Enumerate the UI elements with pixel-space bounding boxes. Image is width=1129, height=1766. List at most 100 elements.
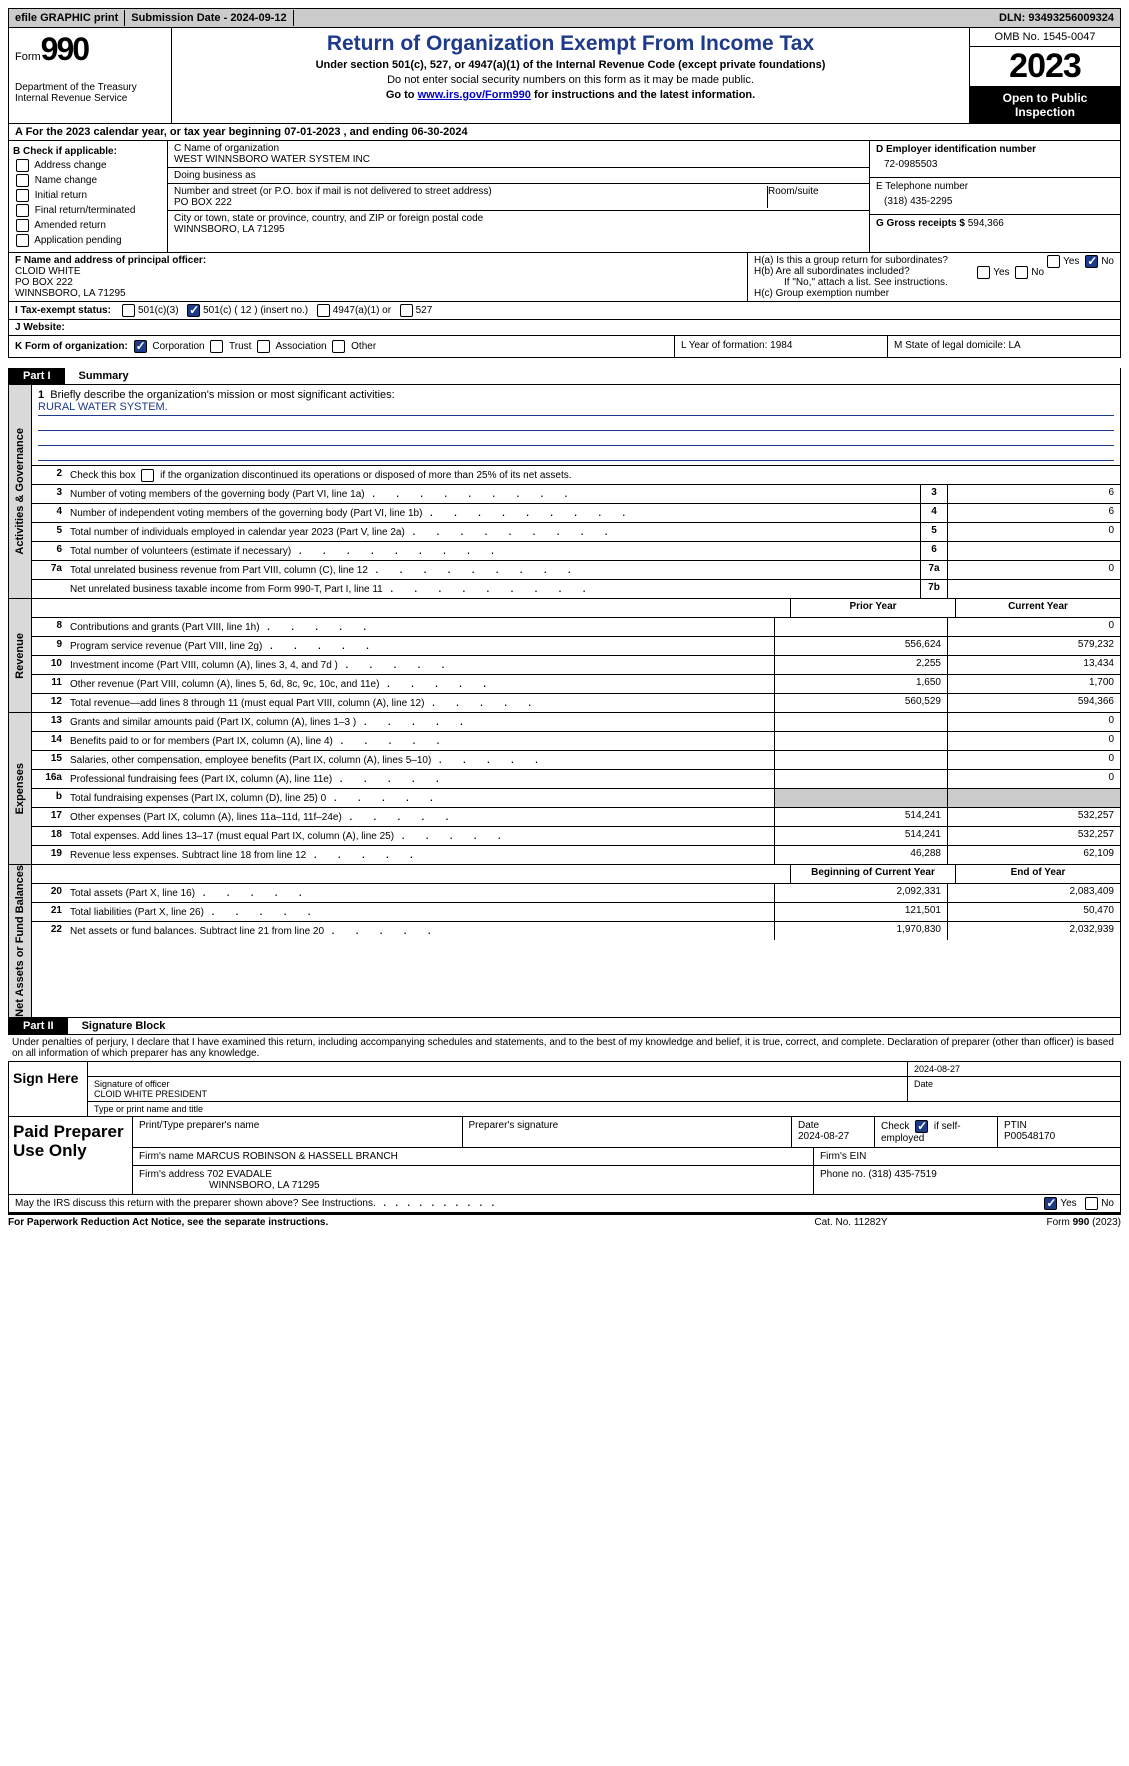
table-row: bTotal fundraising expenses (Part IX, co…: [32, 789, 1120, 808]
table-row: 9Program service revenue (Part VIII, lin…: [32, 637, 1120, 656]
omb-number: OMB No. 1545-0047: [970, 28, 1120, 47]
side-label-governance: Activities & Governance: [9, 385, 32, 598]
top-bar: efile GRAPHIC print Submission Date - 20…: [8, 8, 1121, 28]
table-row: 6Total number of volunteers (estimate if…: [32, 542, 1120, 561]
table-row: 12Total revenue—add lines 8 through 11 (…: [32, 694, 1120, 712]
checkbox-corp[interactable]: [134, 340, 147, 353]
table-row: 19Revenue less expenses. Subtract line 1…: [32, 846, 1120, 864]
phone-value: (318) 435-2295: [876, 192, 1114, 211]
checkbox-self-employed[interactable]: [915, 1120, 928, 1133]
checkbox-hb-yes[interactable]: [977, 266, 990, 279]
table-row: 5Total number of individuals employed in…: [32, 523, 1120, 542]
checkbox-other[interactable]: [332, 340, 345, 353]
checkbox-name-change[interactable]: [16, 174, 29, 187]
section-expenses: Expenses 13Grants and similar amounts pa…: [8, 713, 1121, 865]
identity-grid: B Check if applicable: Address change Na…: [8, 141, 1121, 253]
form-header: Form 990 Department of the Treasury Inte…: [8, 28, 1121, 124]
section-net-assets: Net Assets or Fund Balances Beginning of…: [8, 865, 1121, 1018]
table-row: 21Total liabilities (Part X, line 26). .…: [32, 903, 1120, 922]
mission-text: RURAL WATER SYSTEM.: [38, 401, 1114, 416]
sign-here-block: Sign Here 2024-08-27 Signature of office…: [8, 1062, 1121, 1117]
col-end-year: End of Year: [955, 865, 1120, 883]
box-k: K Form of organization: Corporation Trus…: [9, 336, 675, 357]
table-row: 7aTotal unrelated business revenue from …: [32, 561, 1120, 580]
page-footer: For Paperwork Reduction Act Notice, see …: [8, 1213, 1121, 1228]
irs-link[interactable]: www.irs.gov/Form990: [418, 89, 531, 101]
tax-year: 2023: [970, 47, 1120, 87]
checkbox-trust[interactable]: [210, 340, 223, 353]
checkbox-line2[interactable]: [141, 469, 154, 482]
tax-year-bar: A For the 2023 calendar year, or tax yea…: [8, 124, 1121, 141]
may-discuss-row: May the IRS discuss this return with the…: [8, 1195, 1121, 1213]
table-row: 20Total assets (Part X, line 16). . . . …: [32, 884, 1120, 903]
row-j: J Website:: [8, 320, 1121, 336]
gross-receipts: 594,366: [968, 218, 1004, 229]
header-left: Form 990 Department of the Treasury Inte…: [9, 28, 172, 123]
checkbox-527[interactable]: [400, 304, 413, 317]
org-street: PO BOX 222: [174, 197, 767, 208]
checkbox-4947[interactable]: [317, 304, 330, 317]
section-revenue: Revenue Prior Year Current Year 8Contrib…: [8, 599, 1121, 713]
checkbox-discuss-no[interactable]: [1085, 1197, 1098, 1210]
box-m: M State of legal domicile: LA: [888, 336, 1120, 357]
checkbox-address-change[interactable]: [16, 159, 29, 172]
efile-label: efile GRAPHIC print: [9, 10, 125, 26]
header-center: Return of Organization Exempt From Incom…: [172, 28, 969, 123]
ein-value: 72-0985503: [876, 155, 1114, 174]
table-row: 15Salaries, other compensation, employee…: [32, 751, 1120, 770]
checkbox-application-pending[interactable]: [16, 234, 29, 247]
side-label-expenses: Expenses: [9, 713, 32, 864]
department-label: Department of the Treasury Internal Reve…: [15, 82, 165, 104]
sign-date: 2024-08-27: [908, 1062, 1120, 1076]
firm-name: MARCUS ROBINSON & HASSELL BRANCH: [196, 1151, 397, 1162]
table-row: 18Total expenses. Add lines 13–17 (must …: [32, 827, 1120, 846]
checkbox-assoc[interactable]: [257, 340, 270, 353]
table-row: 16aProfessional fundraising fees (Part I…: [32, 770, 1120, 789]
form-title: Return of Organization Exempt From Incom…: [178, 32, 963, 56]
table-row: 8Contributions and grants (Part VIII, li…: [32, 618, 1120, 637]
checkbox-hb-no[interactable]: [1015, 266, 1028, 279]
box-l: L Year of formation: 1984: [675, 336, 888, 357]
row-fh: F Name and address of principal officer:…: [8, 253, 1121, 302]
paid-preparer-block: Paid Preparer Use Only Print/Type prepar…: [8, 1117, 1121, 1195]
form-ref: Form 990 (2023): [941, 1217, 1121, 1228]
checkbox-initial-return[interactable]: [16, 189, 29, 202]
box-b: B Check if applicable: Address change Na…: [9, 141, 168, 252]
table-row: 10Investment income (Part VIII, column (…: [32, 656, 1120, 675]
checkbox-final-return[interactable]: [16, 204, 29, 217]
checkbox-ha-no[interactable]: [1085, 255, 1098, 268]
table-row: 17Other expenses (Part IX, column (A), l…: [32, 808, 1120, 827]
ptin: P00548170: [1004, 1131, 1055, 1142]
side-label-net: Net Assets or Fund Balances: [9, 865, 32, 1017]
subtitle-3: Go to www.irs.gov/Form990 for instructio…: [178, 89, 963, 101]
subtitle-1: Under section 501(c), 527, or 4947(a)(1)…: [178, 59, 963, 71]
side-label-revenue: Revenue: [9, 599, 32, 712]
org-city: WINNSBORO, LA 71295: [174, 224, 863, 235]
table-row: 22Net assets or fund balances. Subtract …: [32, 922, 1120, 940]
submission-date: Submission Date - 2024-09-12: [125, 10, 293, 26]
col-prior-year: Prior Year: [790, 599, 955, 617]
col-begin-year: Beginning of Current Year: [790, 865, 955, 883]
subtitle-2: Do not enter social security numbers on …: [178, 74, 963, 86]
checkbox-501c[interactable]: [187, 304, 200, 317]
header-right: OMB No. 1545-0047 2023 Open to Public In…: [969, 28, 1120, 123]
row-klm: K Form of organization: Corporation Trus…: [8, 336, 1121, 358]
officer-name: CLOID WHITE PRESIDENT: [94, 1089, 901, 1099]
cat-no: Cat. No. 11282Y: [761, 1217, 941, 1228]
box-h: H(a) Is this a group return for subordin…: [748, 253, 1120, 301]
table-row: 13Grants and similar amounts paid (Part …: [32, 713, 1120, 732]
org-name: WEST WINNSBORO WATER SYSTEM INC: [174, 154, 863, 165]
checkbox-amended[interactable]: [16, 219, 29, 232]
checkbox-ha-yes[interactable]: [1047, 255, 1060, 268]
part-ii-header: Part II Signature Block: [8, 1018, 1121, 1035]
preparer-phone: (318) 435-7519: [868, 1169, 936, 1180]
form-990-label: Form 990: [15, 31, 165, 68]
box-f: F Name and address of principal officer:…: [9, 253, 748, 301]
part-i-header: Part I Summary: [8, 368, 1121, 385]
dln: DLN: 93493256009324: [993, 10, 1120, 26]
checkbox-501c3[interactable]: [122, 304, 135, 317]
col-current-year: Current Year: [955, 599, 1120, 617]
box-c: C Name of organization WEST WINNSBORO WA…: [168, 141, 869, 252]
section-governance: Activities & Governance 1 Briefly descri…: [8, 385, 1121, 599]
checkbox-discuss-yes[interactable]: [1044, 1197, 1057, 1210]
